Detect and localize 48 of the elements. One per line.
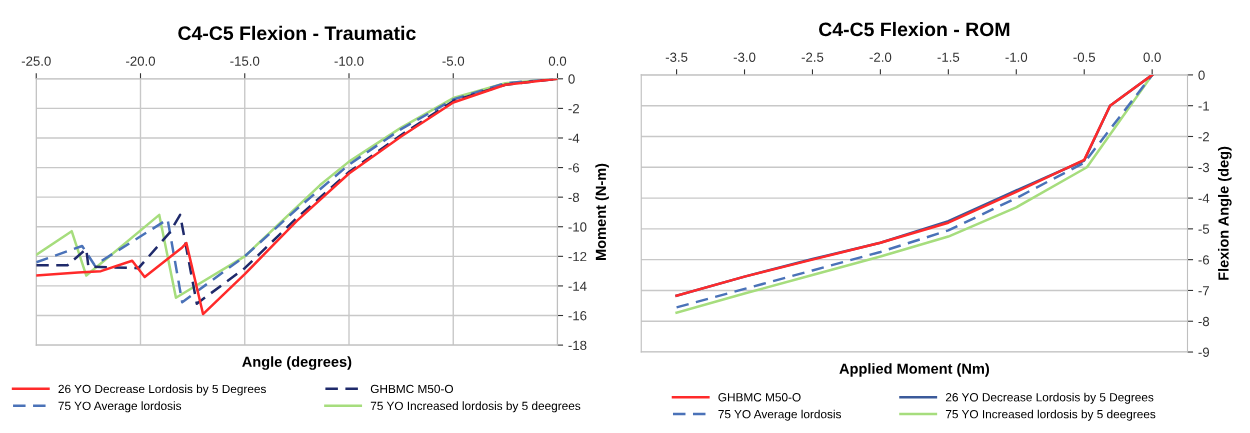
y-tick-label: -2 [568,103,579,114]
legend-label: 75 YO Average lordosis [718,409,842,421]
x-axis-title: Angle (degrees) [242,356,352,370]
y-tick-label: 0 [1198,70,1205,80]
y-tick-label: -2 [1198,132,1209,142]
y-tick-label: -12 [568,251,587,262]
x-axis-title: Applied Moment (Nm) [839,363,989,377]
y-tick-label: -1 [1198,101,1209,111]
chart-title: C4-C5 Flexion - ROM [819,21,1010,37]
x-tick-label: 0.0 [548,56,567,66]
chart-title: C4-C5 Flexion - Traumatic [178,25,416,41]
y-axis-title: Flexion Angle (deg) [1217,146,1232,280]
x-tick-label: -15.0 [230,56,260,66]
x-tick-label: -3.5 [665,52,688,62]
legend-label: 26 YO Decrease Lordosis by 5 Degrees [58,384,266,396]
x-tick-label: 0.0 [1143,52,1161,62]
y-tick-label: -5 [1198,224,1210,234]
y-tick-label: -4 [1198,193,1210,203]
legend-label: 75 YO Increased lordosis by 5 deegrees [945,409,1156,421]
x-tick-label: -25.0 [21,56,51,66]
legend-label: 75 YO Increased lordosis by 5 deegrees [370,401,581,413]
y-tick-label: -16 [568,311,587,321]
x-tick-label: -5.0 [442,56,465,66]
legend-label: 26 YO Decrease Lordosis by 5 Degrees [945,392,1154,404]
x-tick-label: -3.0 [733,52,756,62]
y-tick-label: -8 [1198,316,1210,327]
y-tick-label: -18 [568,340,587,351]
x-tick-label: -2.5 [801,52,824,62]
y-tick-label: 0 [568,74,575,84]
x-tick-label: -1.5 [937,52,960,62]
legend-label: GHBMC M50-O [718,393,801,402]
y-tick-label: -14 [568,281,587,291]
legend-label: 75 YO Average lordosis [58,401,182,413]
y-tick-label: -10 [568,222,587,232]
y-tick-label: -9 [1198,347,1210,357]
legend-label: GHBMC M50-O [370,384,453,394]
y-tick-label: -4 [568,133,580,143]
y-tick-label: -8 [568,192,580,203]
x-tick-label: -1.0 [1005,52,1028,62]
y-axis-title: Moment (N-m) [595,163,609,260]
x-tick-label: -20.0 [126,56,156,66]
y-tick-label: -6 [568,163,580,173]
x-tick-label: -2.0 [869,52,892,62]
x-tick-label: -10.0 [334,56,364,66]
y-tick-label: -6 [1198,255,1210,265]
y-tick-label: -3 [1198,162,1210,173]
x-tick-label: -0.5 [1073,52,1096,62]
y-tick-label: -7 [1198,286,1209,296]
